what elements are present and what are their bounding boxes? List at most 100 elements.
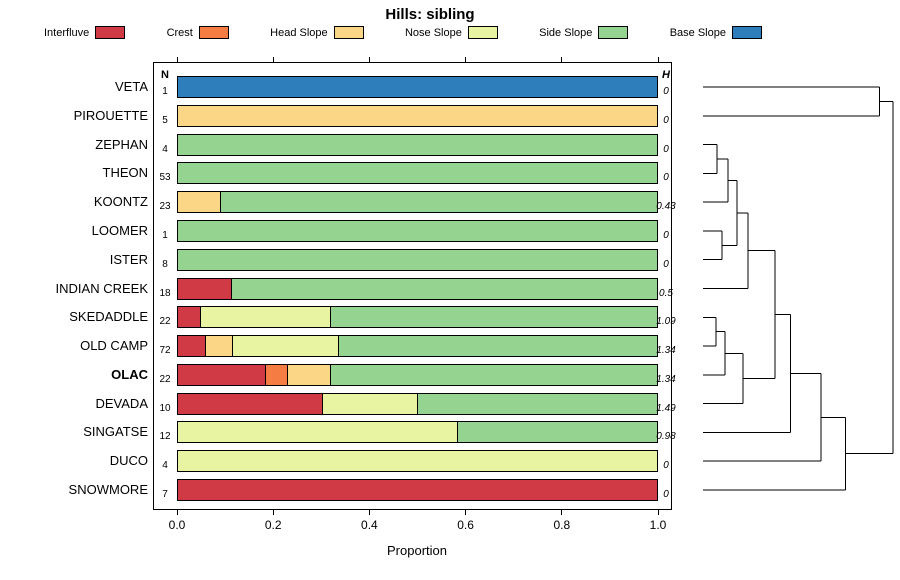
n-value: 12 <box>159 431 171 443</box>
stacked-bar <box>177 421 658 444</box>
x-tick-bottom <box>657 510 659 515</box>
h-value: 0 <box>663 489 669 500</box>
x-tick-label: 1.0 <box>649 518 667 532</box>
legend-item-head-slope: Head Slope <box>270 26 364 39</box>
h-value: 1.34 <box>656 373 676 385</box>
x-tick-bottom <box>465 510 467 515</box>
x-tick-top <box>465 57 467 62</box>
stacked-bar <box>177 248 658 271</box>
row-label: SKEDADDLE <box>69 309 148 325</box>
bar-segment-interfluve <box>178 480 657 500</box>
h-value: 0.43 <box>656 201 676 213</box>
bar-segment-side-slope <box>178 134 657 155</box>
row-label: SINGATSE <box>83 424 148 440</box>
legend-swatch-crest <box>198 26 229 39</box>
stacked-bar <box>177 219 658 242</box>
bar-segment-side-slope <box>330 364 657 385</box>
legend-swatch-base-slope <box>731 26 762 39</box>
legend: Interfluve Crest Head Slope Nose Slope Side … <box>44 26 762 39</box>
bar-segment-nose-slope <box>231 336 338 357</box>
legend-item-interfluve: Interfluve <box>44 26 126 39</box>
n-value: 1 <box>162 86 168 97</box>
h-value: 1.09 <box>656 316 676 328</box>
x-tick-label: 0.8 <box>553 518 571 532</box>
row-label: VETA <box>115 79 148 94</box>
legend-label: Base Slope <box>669 26 726 39</box>
n-value: 4 <box>162 460 168 472</box>
h-value: 0 <box>663 143 669 155</box>
x-axis-label: Proportion <box>387 543 447 558</box>
x-tick-top <box>561 57 563 62</box>
legend-swatch-nose-slope <box>467 26 498 39</box>
x-tick-top <box>176 57 178 62</box>
stacked-bar <box>177 335 658 358</box>
row-label: ZEPHAN <box>95 136 148 152</box>
legend-label: Head Slope <box>270 26 328 39</box>
bar-segment-side-slope <box>219 192 657 213</box>
x-tick-label: 0.4 <box>361 518 378 532</box>
n-value: 4 <box>162 143 168 155</box>
bar-segment-head-slope <box>204 336 232 357</box>
row-label: OLAC <box>111 366 148 382</box>
n-value: 22 <box>159 316 171 328</box>
x-tick-label: 0.2 <box>264 518 282 532</box>
plot-border <box>153 62 672 510</box>
stacked-bar <box>177 133 658 156</box>
bar-segment-head-slope <box>178 105 657 126</box>
n-value: 5 <box>162 114 168 126</box>
n-value: 18 <box>159 287 171 299</box>
legend-label: Nose Slope <box>404 26 462 39</box>
bar-segment-interfluve <box>178 336 205 357</box>
bar-segment-nose-slope <box>178 422 458 443</box>
h-value: 0.5 <box>659 287 673 299</box>
h-value: 0 <box>663 86 669 97</box>
h-value: 0 <box>663 460 669 472</box>
row-label: THEON <box>102 165 149 181</box>
h-value: 1.49 <box>656 402 676 414</box>
legend-item-nose-slope: Nose Slope <box>405 26 498 39</box>
bar-segment-side-slope <box>178 163 657 184</box>
row-label: KOONTZ <box>93 194 148 210</box>
n-value: 22 <box>159 373 171 385</box>
legend-swatch-head-slope <box>333 26 364 39</box>
bar-segment-side-slope <box>178 220 657 241</box>
row-label: LOOMER <box>91 222 148 238</box>
legend-label: Side Slope <box>539 26 593 39</box>
n-value: 1 <box>162 229 168 241</box>
h-value: 0 <box>663 172 669 184</box>
row-label: DUCO <box>109 453 148 469</box>
row-label: INDIAN CREEK <box>55 280 148 296</box>
row-label: PIROUETTE <box>73 107 148 123</box>
stacked-bar <box>177 162 658 185</box>
bar-segment-side-slope <box>457 422 657 443</box>
h-column-header: H <box>662 69 670 81</box>
x-tick-bottom <box>272 510 274 515</box>
n-value: 23 <box>159 201 171 213</box>
stacked-bar <box>177 392 658 415</box>
stacked-bar <box>177 450 658 473</box>
stacked-bar <box>177 306 658 329</box>
row-label: OLD CAMP <box>80 338 148 354</box>
legend-item-base-slope: Base Slope <box>670 26 762 39</box>
x-tick-bottom <box>368 510 370 515</box>
bar-segment-interfluve <box>178 307 200 328</box>
stacked-bar <box>177 191 658 214</box>
x-tick-bottom <box>176 510 178 515</box>
bar-segment-head-slope <box>178 192 220 213</box>
n-value: 53 <box>159 172 171 184</box>
legend-label: Crest <box>166 26 193 39</box>
x-tick-bottom <box>561 510 563 515</box>
n-value: 7 <box>162 489 168 500</box>
bar-segment-side-slope <box>330 307 657 328</box>
bar-segment-interfluve <box>178 364 266 385</box>
row-label: ISTER <box>109 251 148 267</box>
n-value: 8 <box>162 258 168 270</box>
h-value: 0 <box>663 258 669 270</box>
x-tick-label: 0.0 <box>168 518 186 532</box>
legend-swatch-side-slope <box>598 26 629 39</box>
h-value: 0 <box>663 229 669 241</box>
h-value: 0.98 <box>656 431 676 443</box>
bar-segment-interfluve <box>178 393 322 414</box>
bar-segment-nose-slope <box>199 307 331 328</box>
stacked-bar <box>177 104 658 127</box>
